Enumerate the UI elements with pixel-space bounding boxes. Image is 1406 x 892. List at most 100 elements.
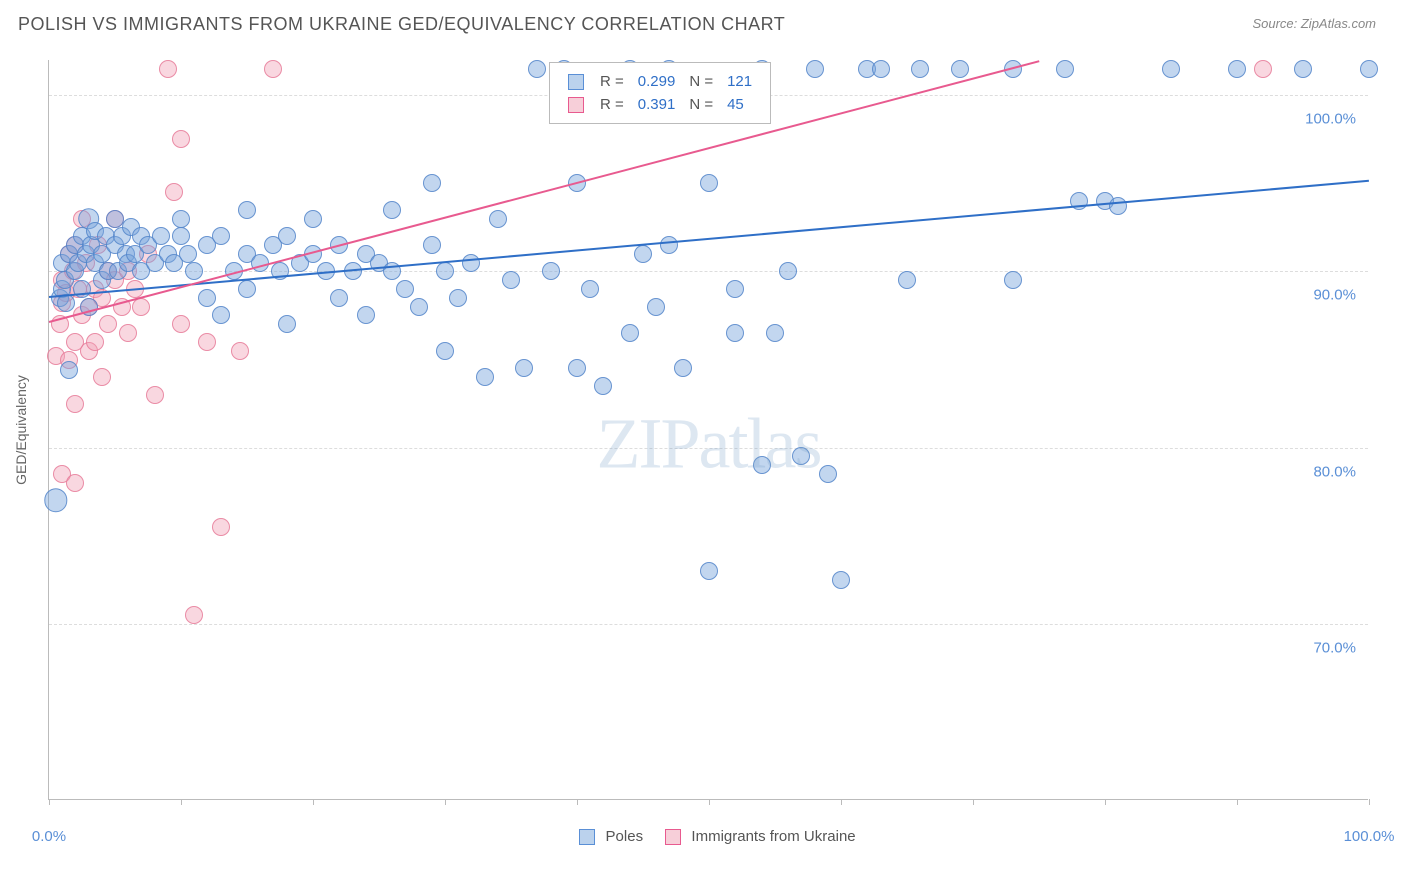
- x-tick: [445, 799, 446, 805]
- scatter-point: [436, 342, 454, 360]
- scatter-point: [212, 518, 230, 536]
- trendline-blue: [49, 180, 1369, 298]
- bottom-swatch-blue: [579, 829, 595, 845]
- source-credit: Source: ZipAtlas.com: [1252, 16, 1376, 31]
- scatter-point: [165, 183, 183, 201]
- gridline-h: [49, 448, 1368, 449]
- scatter-point: [172, 315, 190, 333]
- scatter-point: [832, 571, 850, 589]
- trendline-pink: [49, 60, 1040, 323]
- x-tick: [1369, 799, 1370, 805]
- scatter-point: [66, 395, 84, 413]
- scatter-point: [357, 306, 375, 324]
- scatter-point: [185, 606, 203, 624]
- scatter-point: [515, 359, 533, 377]
- scatter-point: [621, 324, 639, 342]
- stats-n-label: N =: [683, 71, 719, 92]
- scatter-point: [396, 280, 414, 298]
- scatter-point: [581, 280, 599, 298]
- scatter-point: [172, 227, 190, 245]
- scatter-point: [753, 456, 771, 474]
- scatter-point: [185, 262, 203, 280]
- scatter-point: [568, 359, 586, 377]
- scatter-point: [1056, 60, 1074, 78]
- scatter-point: [238, 280, 256, 298]
- scatter-point: [779, 262, 797, 280]
- scatter-point: [238, 201, 256, 219]
- scatter-point: [542, 262, 560, 280]
- legend-swatch-pink: [568, 97, 584, 113]
- scatter-point: [528, 60, 546, 78]
- y-axis-label: GED/Equivalency: [13, 375, 29, 485]
- gridline-h: [49, 624, 1368, 625]
- scatter-point: [660, 236, 678, 254]
- scatter-point: [476, 368, 494, 386]
- stats-r-label: R =: [594, 71, 630, 92]
- scatter-point: [911, 60, 929, 78]
- legend-row-pink: R = 0.391 N = 45: [562, 94, 758, 115]
- scatter-point: [198, 333, 216, 351]
- x-tick: [577, 799, 578, 805]
- scatter-point: [1294, 60, 1312, 78]
- scatter-point: [792, 447, 810, 465]
- scatter-point: [423, 174, 441, 192]
- scatter-point: [410, 298, 428, 316]
- plot-area: GED/Equivalency 70.0%80.0%90.0%100.0% 0.…: [48, 60, 1368, 800]
- legend-swatch-blue: [568, 74, 584, 90]
- scatter-point: [700, 174, 718, 192]
- scatter-point: [449, 289, 467, 307]
- x-tick: [313, 799, 314, 805]
- x-tick: [1105, 799, 1106, 805]
- scatter-point: [700, 562, 718, 580]
- x-tick: [973, 799, 974, 805]
- scatter-point: [951, 60, 969, 78]
- bottom-legend: Poles Immigrants from Ukraine: [49, 828, 1368, 845]
- scatter-point: [726, 280, 744, 298]
- scatter-point: [146, 386, 164, 404]
- scatter-point: [152, 227, 170, 245]
- stats-blue-r: 0.299: [632, 71, 682, 92]
- scatter-point: [383, 201, 401, 219]
- scatter-point: [212, 306, 230, 324]
- scatter-point: [1109, 197, 1127, 215]
- scatter-point: [93, 368, 111, 386]
- scatter-point: [674, 359, 692, 377]
- scatter-point: [423, 236, 441, 254]
- chart-title: POLISH VS IMMIGRANTS FROM UKRAINE GED/EQ…: [18, 14, 785, 35]
- scatter-point: [172, 130, 190, 148]
- scatter-point: [1004, 271, 1022, 289]
- scatter-point: [99, 315, 117, 333]
- y-tick-label: 90.0%: [1309, 287, 1360, 304]
- scatter-point: [198, 289, 216, 307]
- scatter-point: [278, 315, 296, 333]
- scatter-point: [436, 262, 454, 280]
- scatter-point: [60, 361, 78, 379]
- scatter-point: [1228, 60, 1246, 78]
- scatter-point: [172, 210, 190, 228]
- scatter-point: [264, 60, 282, 78]
- legend-row-blue: R = 0.299 N = 121: [562, 71, 758, 92]
- y-tick-label: 70.0%: [1309, 639, 1360, 656]
- scatter-point: [44, 489, 67, 512]
- x-tick: [709, 799, 710, 805]
- bottom-label-pink: Immigrants from Ukraine: [691, 828, 855, 845]
- gridline-h: [49, 271, 1368, 272]
- scatter-point: [898, 271, 916, 289]
- scatter-point: [179, 245, 197, 263]
- y-tick-label: 100.0%: [1301, 111, 1360, 128]
- scatter-point: [1254, 60, 1272, 78]
- scatter-point: [766, 324, 784, 342]
- scatter-point: [304, 210, 322, 228]
- scatter-point: [647, 298, 665, 316]
- scatter-point: [86, 333, 104, 351]
- x-tick: [49, 799, 50, 805]
- scatter-point: [66, 474, 84, 492]
- scatter-point: [806, 60, 824, 78]
- scatter-point: [231, 342, 249, 360]
- x-tick: [1237, 799, 1238, 805]
- stats-pink-n: 45: [721, 94, 758, 115]
- stats-pink-r: 0.391: [632, 94, 682, 115]
- scatter-point: [159, 60, 177, 78]
- scatter-point: [212, 227, 230, 245]
- scatter-point: [872, 60, 890, 78]
